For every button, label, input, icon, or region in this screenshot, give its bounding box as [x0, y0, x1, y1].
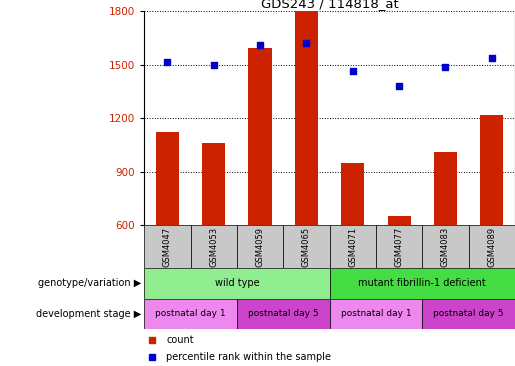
Text: GSM4053: GSM4053 — [209, 227, 218, 267]
Text: postnatal day 1: postnatal day 1 — [155, 310, 226, 318]
Text: percentile rank within the sample: percentile rank within the sample — [166, 352, 332, 362]
Text: development stage ▶: development stage ▶ — [36, 309, 141, 319]
Bar — [376, 225, 422, 268]
Text: mutant fibrillin-1 deficient: mutant fibrillin-1 deficient — [358, 279, 486, 288]
Bar — [237, 225, 283, 268]
Bar — [144, 299, 237, 329]
Text: GSM4077: GSM4077 — [394, 227, 404, 267]
Bar — [387, 216, 410, 225]
Bar — [144, 268, 330, 299]
Point — [163, 59, 171, 65]
Bar — [144, 225, 191, 268]
Bar — [191, 225, 237, 268]
Bar — [330, 299, 422, 329]
Text: count: count — [166, 335, 194, 345]
Text: wild type: wild type — [215, 279, 259, 288]
Text: GSM4059: GSM4059 — [255, 227, 265, 267]
Title: GDS243 / 114818_at: GDS243 / 114818_at — [261, 0, 399, 10]
Point — [441, 64, 450, 70]
Bar — [295, 11, 318, 225]
Bar — [330, 268, 515, 299]
Text: postnatal day 5: postnatal day 5 — [433, 310, 504, 318]
Text: GSM4065: GSM4065 — [302, 227, 311, 267]
Bar — [422, 225, 469, 268]
Bar — [480, 115, 503, 225]
Point — [210, 61, 218, 67]
Bar — [469, 225, 515, 268]
Text: GSM4071: GSM4071 — [348, 227, 357, 267]
Bar — [283, 225, 330, 268]
Bar — [330, 225, 376, 268]
Bar — [422, 299, 515, 329]
Text: GSM4083: GSM4083 — [441, 227, 450, 267]
Point — [488, 55, 496, 61]
Bar — [434, 152, 457, 225]
Point — [302, 40, 311, 46]
Text: postnatal day 5: postnatal day 5 — [248, 310, 319, 318]
Bar — [202, 143, 226, 225]
Text: GSM4089: GSM4089 — [487, 227, 496, 267]
Point — [256, 42, 264, 48]
Point — [349, 68, 357, 74]
Bar — [237, 299, 330, 329]
Text: genotype/variation ▶: genotype/variation ▶ — [38, 279, 141, 288]
Point — [395, 83, 403, 89]
Text: GSM4047: GSM4047 — [163, 227, 172, 267]
Bar — [341, 163, 365, 225]
Text: postnatal day 1: postnatal day 1 — [340, 310, 411, 318]
Bar — [156, 132, 179, 225]
Bar — [248, 48, 271, 225]
